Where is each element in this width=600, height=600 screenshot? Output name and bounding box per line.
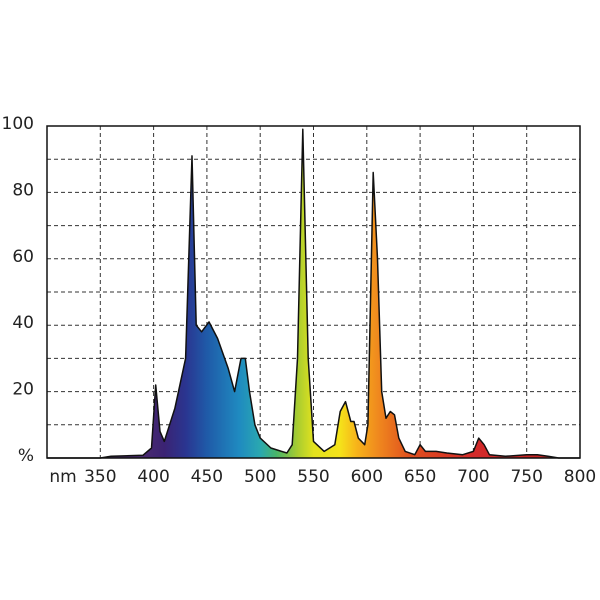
spectrum-line	[47, 128, 580, 459]
x-tick-label: 400	[137, 467, 169, 487]
x-tick-label: 500	[244, 467, 276, 487]
x-tick-label: 650	[404, 467, 436, 487]
plot-frame	[46, 125, 581, 459]
y-tick-label: 40	[12, 313, 34, 333]
x-tick-label: 750	[510, 467, 542, 487]
x-axis-label: nm	[49, 467, 76, 487]
x-tick-label: 600	[351, 467, 383, 487]
y-tick-label: 100	[2, 114, 34, 134]
x-tick-label: 700	[457, 467, 489, 487]
y-tick-label: %	[18, 446, 34, 466]
x-tick-label: 550	[297, 467, 329, 487]
x-tick-label: 450	[191, 467, 223, 487]
y-tick-label: 80	[12, 180, 34, 200]
x-tick-label: 350	[84, 467, 116, 487]
y-tick-label: 20	[12, 380, 34, 400]
y-tick-label: 60	[12, 247, 34, 267]
x-tick-label: 800	[564, 467, 596, 487]
